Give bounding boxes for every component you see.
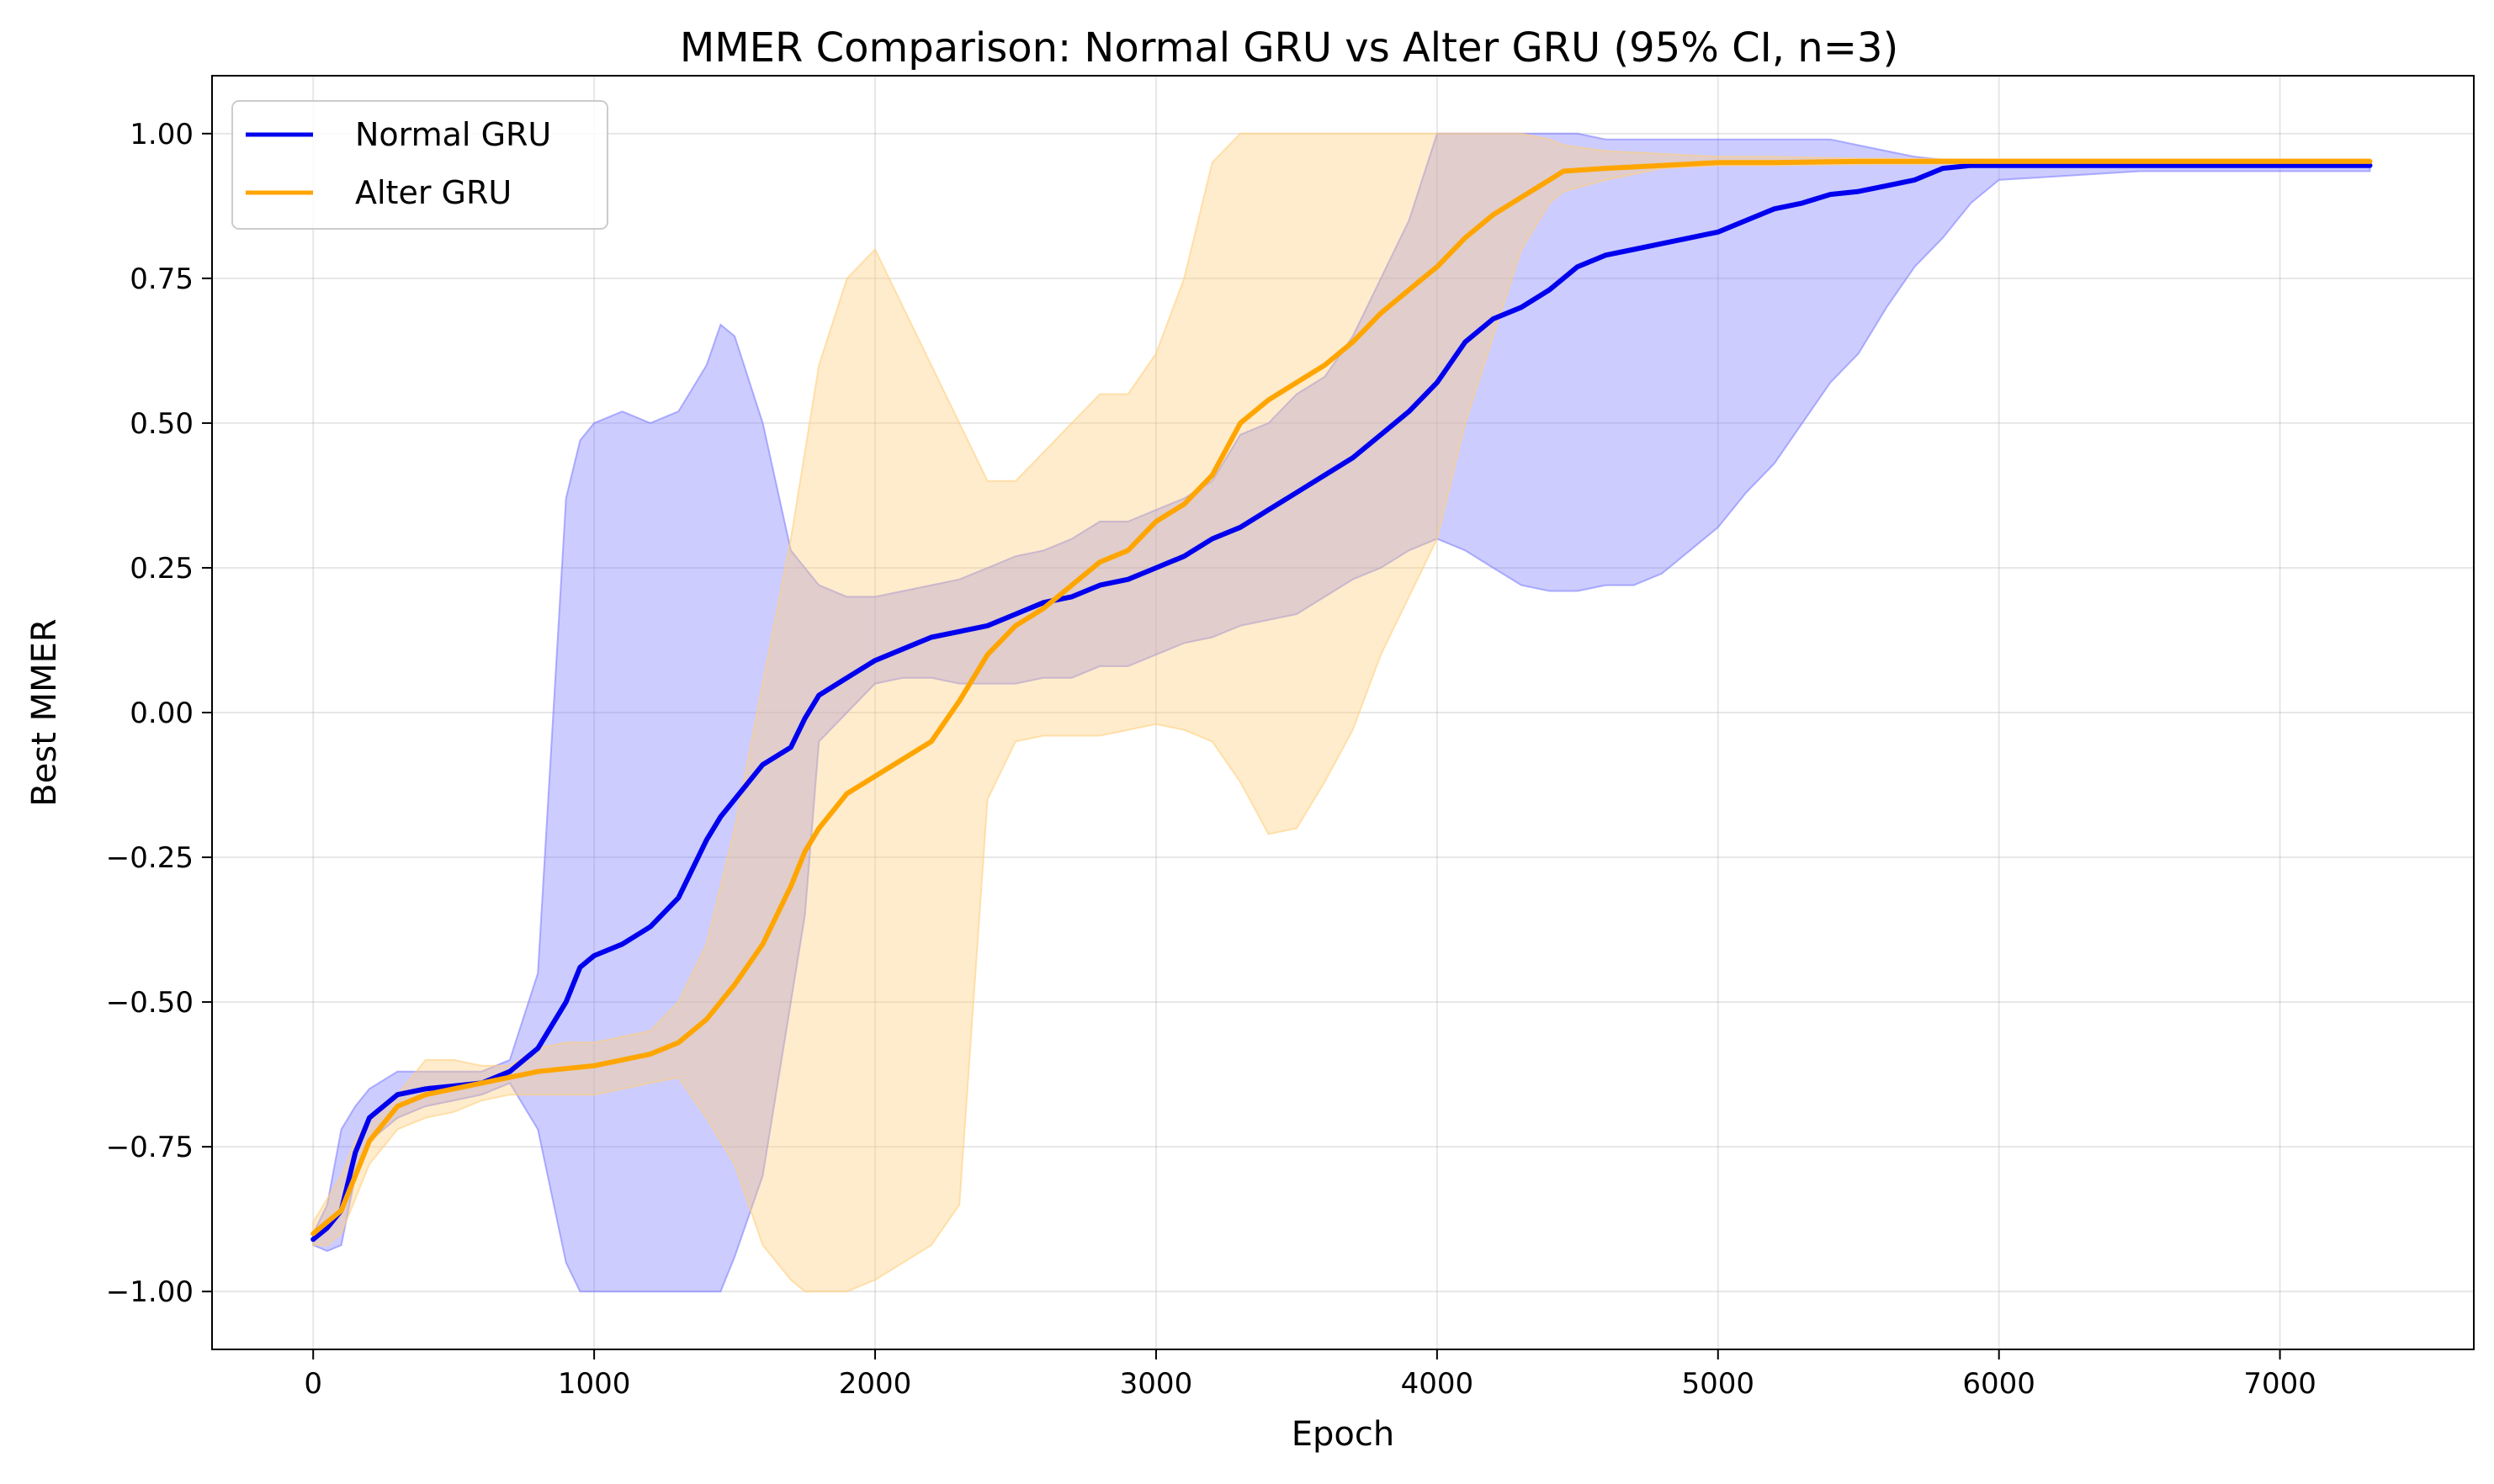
- y-tick-label: −0.50: [106, 986, 194, 1020]
- x-tick-label: 3000: [1120, 1367, 1193, 1401]
- y-tick-label: 1.00: [130, 118, 194, 151]
- x-tick-label: 0: [304, 1367, 322, 1401]
- x-axis-label: Epoch: [1292, 1415, 1394, 1454]
- legend: Normal GRU Alter GRU: [231, 100, 608, 230]
- series-line-alter-gru: [310, 158, 2373, 1237]
- y-tick-label: 0.50: [130, 407, 194, 441]
- x-tick-label: 2000: [839, 1367, 912, 1401]
- series-line-normal-gru: [310, 162, 2373, 1243]
- x-tick-label: 6000: [1962, 1367, 2035, 1401]
- y-tick-label: −1.00: [106, 1275, 194, 1309]
- y-tick-label: −0.25: [106, 841, 194, 875]
- legend-box: [231, 100, 608, 230]
- x-axis: 0 1000 2000 3000 4000 5000 6000 7000: [304, 1349, 2316, 1401]
- legend-label-normal-gru: Normal GRU: [355, 116, 551, 153]
- confidence-band-normal-gru: [312, 132, 2371, 1293]
- x-tick-label: 4000: [1401, 1367, 1474, 1401]
- x-tick-label: 7000: [2243, 1367, 2316, 1401]
- chart-title: MMER Comparison: Normal GRU vs Alter GRU…: [680, 24, 1898, 72]
- grid: [212, 76, 2474, 1349]
- y-axis: 1.00 0.75 0.50 0.25 0.00 −0.25 −0.50 −0.75 −1.00: [106, 118, 212, 1309]
- plot-background: [212, 76, 2474, 1349]
- plot-area: [211, 75, 2475, 1350]
- legend-label-alter-gru: Alter GRU: [355, 174, 512, 211]
- x-tick-label: 1000: [558, 1367, 631, 1401]
- y-axis-label: Best MMER: [25, 618, 64, 806]
- y-tick-label: −0.75: [106, 1131, 194, 1164]
- y-tick-label: 0.00: [130, 697, 194, 730]
- series-lines: [310, 158, 2373, 1243]
- y-tick-label: 0.75: [130, 262, 194, 296]
- y-tick-label: 0.25: [130, 552, 194, 586]
- x-tick-label: 5000: [1682, 1367, 1755, 1401]
